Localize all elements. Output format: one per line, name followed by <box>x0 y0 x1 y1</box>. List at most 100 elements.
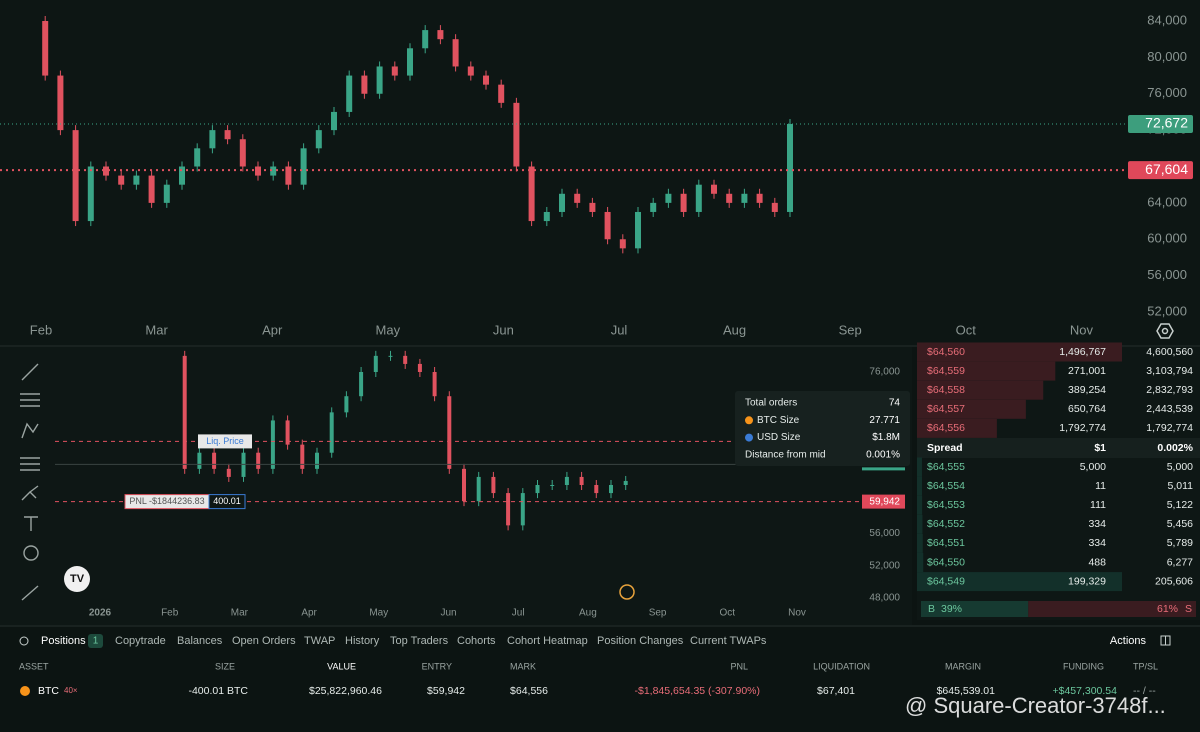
ob-total: 5,122 <box>1167 499 1193 511</box>
candle-body <box>329 412 334 453</box>
tab[interactable]: Top Traders <box>390 635 449 647</box>
candle-body <box>179 166 185 185</box>
y-tick-label: 48,000 <box>869 593 900 604</box>
drawing-toolbar[interactable] <box>20 363 40 601</box>
tab[interactable]: Cohort Heatmap <box>507 635 588 647</box>
btc-icon <box>20 686 30 696</box>
x-tick-label: Feb <box>30 322 52 337</box>
x-tick-label: Feb <box>161 608 179 619</box>
tab[interactable]: History <box>345 635 380 647</box>
candle-body <box>103 166 109 176</box>
tab[interactable]: Cohorts <box>457 635 496 647</box>
depth-bar <box>917 399 1026 419</box>
tab[interactable]: Balances <box>177 635 223 647</box>
tab[interactable]: Open Orders <box>232 635 296 647</box>
event-marker[interactable] <box>619 584 635 600</box>
column-header[interactable]: PNL <box>730 661 748 671</box>
tooltip-value: 0.001% <box>866 450 900 461</box>
candle-body <box>447 396 452 469</box>
depth-bar <box>917 572 1122 592</box>
y-tick-label: 56,000 <box>1147 267 1187 282</box>
candle-body <box>388 355 393 357</box>
candle-body <box>452 39 459 67</box>
candle-body <box>589 202 596 212</box>
column-header[interactable]: FUNDING <box>1063 661 1104 671</box>
candle-body <box>315 130 322 149</box>
y-tick-label: 76,000 <box>1147 85 1187 100</box>
ob-total: 2,443,539 <box>1146 403 1193 415</box>
x-tick-label: Sep <box>839 322 862 337</box>
column-header[interactable]: MARGIN <box>945 661 981 671</box>
candle-body <box>476 476 481 502</box>
tab[interactable]: Copytrade <box>115 635 166 647</box>
ob-size: 111 <box>1090 499 1106 511</box>
buy-pct: 39% <box>941 603 962 615</box>
tab[interactable]: Current TWAPs <box>690 635 767 647</box>
candle-body <box>226 468 231 477</box>
candle-body <box>619 239 626 249</box>
ob-total: 205,606 <box>1155 575 1193 587</box>
column-header[interactable]: SIZE <box>215 661 235 671</box>
y-tick-label: 80,000 <box>1147 49 1187 64</box>
candle-body <box>491 476 496 494</box>
tab[interactable]: TWAP <box>304 635 335 647</box>
x-tick-label: Nov <box>788 608 806 619</box>
candle-body <box>344 396 349 413</box>
tooltip-value: 74 <box>889 398 901 409</box>
candle-body <box>72 130 79 222</box>
sell-pct: 61% <box>1157 603 1178 615</box>
count-badge <box>88 634 103 648</box>
column-header[interactable]: LIQUIDATION <box>813 661 870 671</box>
column-header[interactable]: ASSET <box>19 661 49 671</box>
candle-body <box>163 184 170 203</box>
candle-body <box>182 355 187 469</box>
x-tick-label: Nov <box>1070 322 1094 337</box>
ob-total: 5,456 <box>1167 518 1193 530</box>
size-tag-label: 400.01 <box>213 496 241 506</box>
entry-tag <box>862 494 905 509</box>
ob-total: 3,103,794 <box>1146 365 1193 377</box>
tab[interactable]: Positions <box>41 635 86 647</box>
ob-size: 11 <box>1095 480 1106 492</box>
x-tick-label: Aug <box>579 608 597 619</box>
column-header[interactable]: ENTRY <box>422 661 452 671</box>
y-tick-label: 84,000 <box>1147 12 1187 27</box>
candle-body <box>650 202 657 212</box>
x-tick-label: Mar <box>145 322 168 337</box>
ob-price: $64,549 <box>927 575 965 587</box>
x-tick-label: May <box>369 608 388 619</box>
candle-body <box>665 193 672 203</box>
cell: $64,556 <box>510 685 548 697</box>
sell-bar <box>1028 601 1196 617</box>
column-header[interactable]: TP/SL <box>1133 661 1158 671</box>
layout-icon[interactable] <box>1160 635 1171 646</box>
tab[interactable]: Position Changes <box>597 635 684 647</box>
entry-tag-label: 59,942 <box>869 496 900 507</box>
candle-body <box>550 485 555 486</box>
candle-body <box>422 30 429 49</box>
ob-price: $64,558 <box>927 384 965 396</box>
tooltip-value: $1.8M <box>872 432 900 443</box>
y-tick-label: 76,000 <box>869 367 900 378</box>
cell: -$1,845,654.35 (-307.90%) <box>634 685 760 697</box>
candle-body <box>373 355 378 372</box>
mark-price-label: 67,604 <box>1145 161 1188 177</box>
x-tick-label: Aug <box>723 322 746 337</box>
candle-body <box>741 193 748 203</box>
column-header[interactable]: MARK <box>510 661 536 671</box>
ob-price: $64,555 <box>927 461 965 473</box>
candle-body <box>224 130 231 140</box>
cell: -- / -- <box>1133 685 1156 697</box>
actions-button[interactable]: Actions <box>1110 635 1147 647</box>
settings-icon[interactable] <box>1156 323 1174 339</box>
ob-size: 488 <box>1088 556 1106 568</box>
candle-body <box>285 166 292 185</box>
ob-size: 5,000 <box>1080 461 1106 473</box>
candle-body <box>417 363 422 372</box>
candle-body <box>118 175 125 185</box>
candle-body <box>543 211 550 222</box>
y-tick-label: 52,000 <box>869 560 900 571</box>
candle-body <box>359 372 364 397</box>
column-header[interactable]: VALUE <box>327 661 356 671</box>
candle-body <box>300 148 307 185</box>
